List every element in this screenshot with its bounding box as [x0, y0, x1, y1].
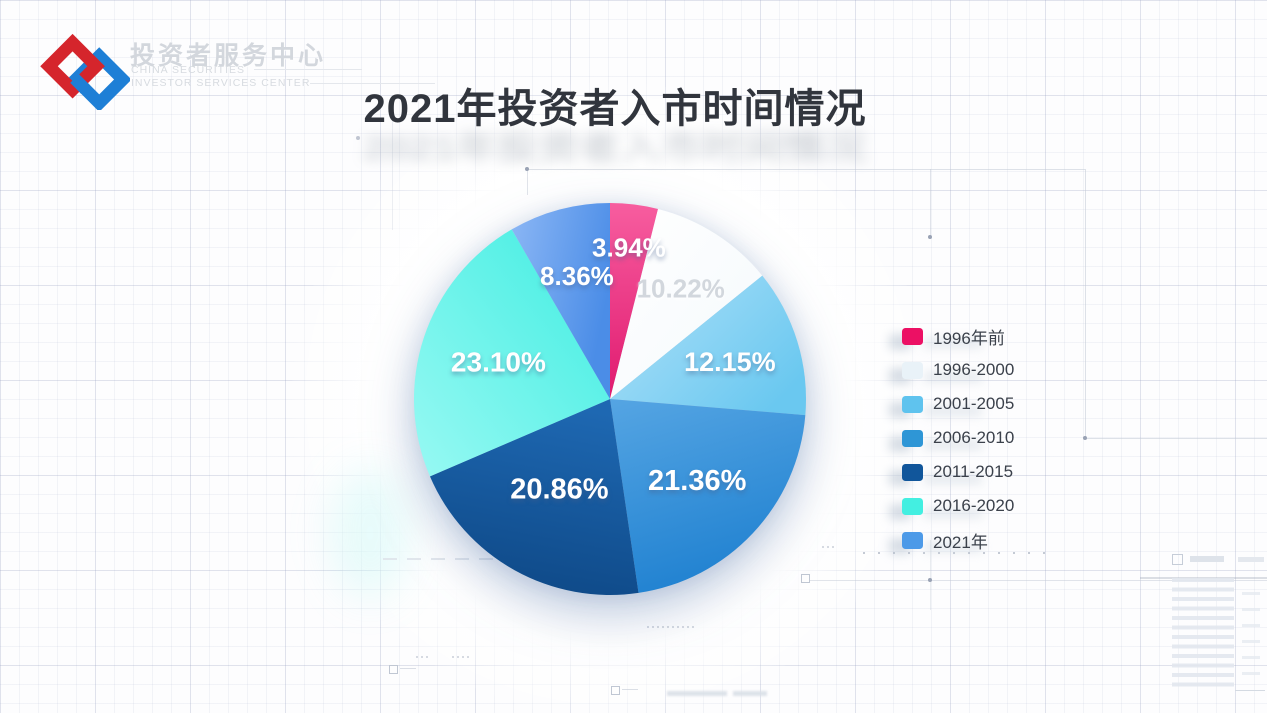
legend-swatch	[902, 395, 923, 413]
pie-slice-2001-2005	[610, 275, 806, 416]
dotted-line	[647, 626, 695, 628]
cyan-reflection	[330, 468, 410, 598]
logo-interlock-patch	[70, 74, 90, 94]
blueprint-line-vertical-mid	[930, 169, 931, 237]
legend-label: 2021年	[933, 532, 988, 552]
pie-slice-1996-2000	[610, 208, 763, 399]
legend-ghost-smudge	[924, 406, 982, 416]
legend-label: 1996年前	[933, 328, 1005, 348]
small-dash-mark	[400, 668, 416, 669]
legend-swatch	[902, 429, 923, 447]
pie-slice-2006-2010	[610, 399, 806, 593]
legend-ghost-smudge	[924, 338, 982, 348]
blueprint-line-right	[1085, 169, 1086, 438]
pie-slice-2011-2015	[429, 399, 639, 595]
small-square-mark	[389, 665, 398, 674]
pie-label-2016-2020: 23.10%	[451, 347, 546, 378]
pie-slice-1996年前	[610, 203, 659, 399]
pie-slice-2016-2020	[414, 229, 610, 477]
blueprint-line-vertical-left	[392, 95, 393, 230]
legend-swatch	[902, 463, 923, 481]
legend-ghost-smudge	[924, 372, 982, 382]
page-title: 2021年投资者入市时间情况	[363, 87, 867, 131]
pie-label-1996-2000: 10.22%	[637, 273, 725, 303]
logo-chinese-name: 投资者服务中心	[130, 42, 327, 70]
legend-item-1996年前: 1996年前	[889, 319, 1014, 353]
legend-ghost-smudge	[924, 474, 982, 484]
legend-item-1996-2000: 1996-2000	[889, 353, 1015, 387]
faint-text-smudge	[733, 691, 767, 696]
dotted-line	[416, 656, 430, 658]
logo: 投资者服务中心 CHINA SECURITIES INVESTOR SERVIC…	[38, 28, 458, 118]
logo-english-line2: INVESTOR SERVICES CENTER	[131, 77, 311, 89]
pie-slice-2021年	[511, 203, 610, 399]
small-square-mark	[801, 574, 810, 583]
logo-chain-mark	[40, 33, 130, 110]
faint-text-smudge	[667, 691, 727, 696]
corner-dot	[928, 235, 932, 239]
legend-item-2006-2010: 2006-2010	[889, 421, 1015, 455]
pie-chart: 3.94% 10.22% 12.15% 21.36% 20.86% 23.10% 8.36%	[414, 203, 806, 595]
title-block-rule	[1235, 690, 1265, 691]
legend-label: 2016-2020	[933, 496, 1015, 515]
corner-dot	[1083, 436, 1087, 440]
pie-label-2006-2010: 21.36%	[648, 465, 747, 497]
blueprint-line-vertical-lower	[930, 540, 931, 610]
logo-rule-2	[310, 83, 435, 84]
legend-ghost-smudge	[924, 440, 982, 450]
dotted-line	[863, 552, 1058, 554]
title-block-label-smudge	[1190, 556, 1224, 562]
corner-dot	[928, 578, 932, 582]
legend-item-2016-2020: 2016-2020	[889, 489, 1015, 523]
logo-english-line1: CHINA SECURITIES	[131, 64, 246, 76]
pie-label-2011-2015: 20.86%	[510, 474, 609, 506]
drawing-title-block	[1158, 548, 1267, 710]
legend-item-2021年: 2021年	[889, 523, 1014, 557]
legend-item-2011-2015: 2011-2015	[889, 455, 1014, 489]
legend-ghost-smudge	[924, 508, 982, 518]
corner-dot	[525, 167, 529, 171]
blueprint-line-under-legend	[810, 580, 1267, 581]
legend-ghost-smudge	[924, 542, 982, 552]
faint-marks	[383, 558, 501, 560]
title-block-text-lines	[1172, 578, 1234, 690]
legend-label: 1996-2000	[933, 360, 1015, 379]
pie-label-1996年前: 3.94%	[592, 232, 666, 262]
title-block-text-lines	[1242, 592, 1260, 688]
small-square-mark	[611, 686, 620, 695]
pie-label-2021年: 8.36%	[540, 261, 614, 291]
corner-dot	[356, 136, 360, 140]
pie-label-2001-2005: 12.15%	[684, 347, 776, 377]
dotted-line	[452, 656, 471, 658]
legend-item-2001-2005: 2001-2005	[889, 387, 1015, 421]
chart-legend: 1996年前 1996-2000 2001-2005 2006-2010 2011-20…	[889, 319, 1015, 557]
logo-red-link	[40, 33, 105, 99]
title-block-square-icon	[1172, 554, 1183, 565]
blueprint-line-corner-stub	[527, 169, 528, 195]
blueprint-line-bottom-right	[1085, 438, 1267, 439]
title-block-label-smudge	[1238, 557, 1264, 562]
legend-label: 2001-2005	[933, 394, 1015, 413]
dotted-line	[822, 546, 836, 548]
legend-swatch	[902, 531, 923, 549]
legend-label: 2006-2010	[933, 428, 1015, 447]
blueprint-line-top	[527, 169, 1085, 170]
legend-swatch	[902, 497, 923, 515]
small-dash-mark	[622, 689, 638, 690]
logo-rule-1	[254, 69, 362, 70]
legend-swatch	[902, 327, 923, 345]
legend-label: 2011-2015	[933, 462, 1014, 481]
page-title-ghost: 2021年投资者入市时间情况	[363, 129, 867, 168]
legend-swatch	[902, 361, 923, 379]
